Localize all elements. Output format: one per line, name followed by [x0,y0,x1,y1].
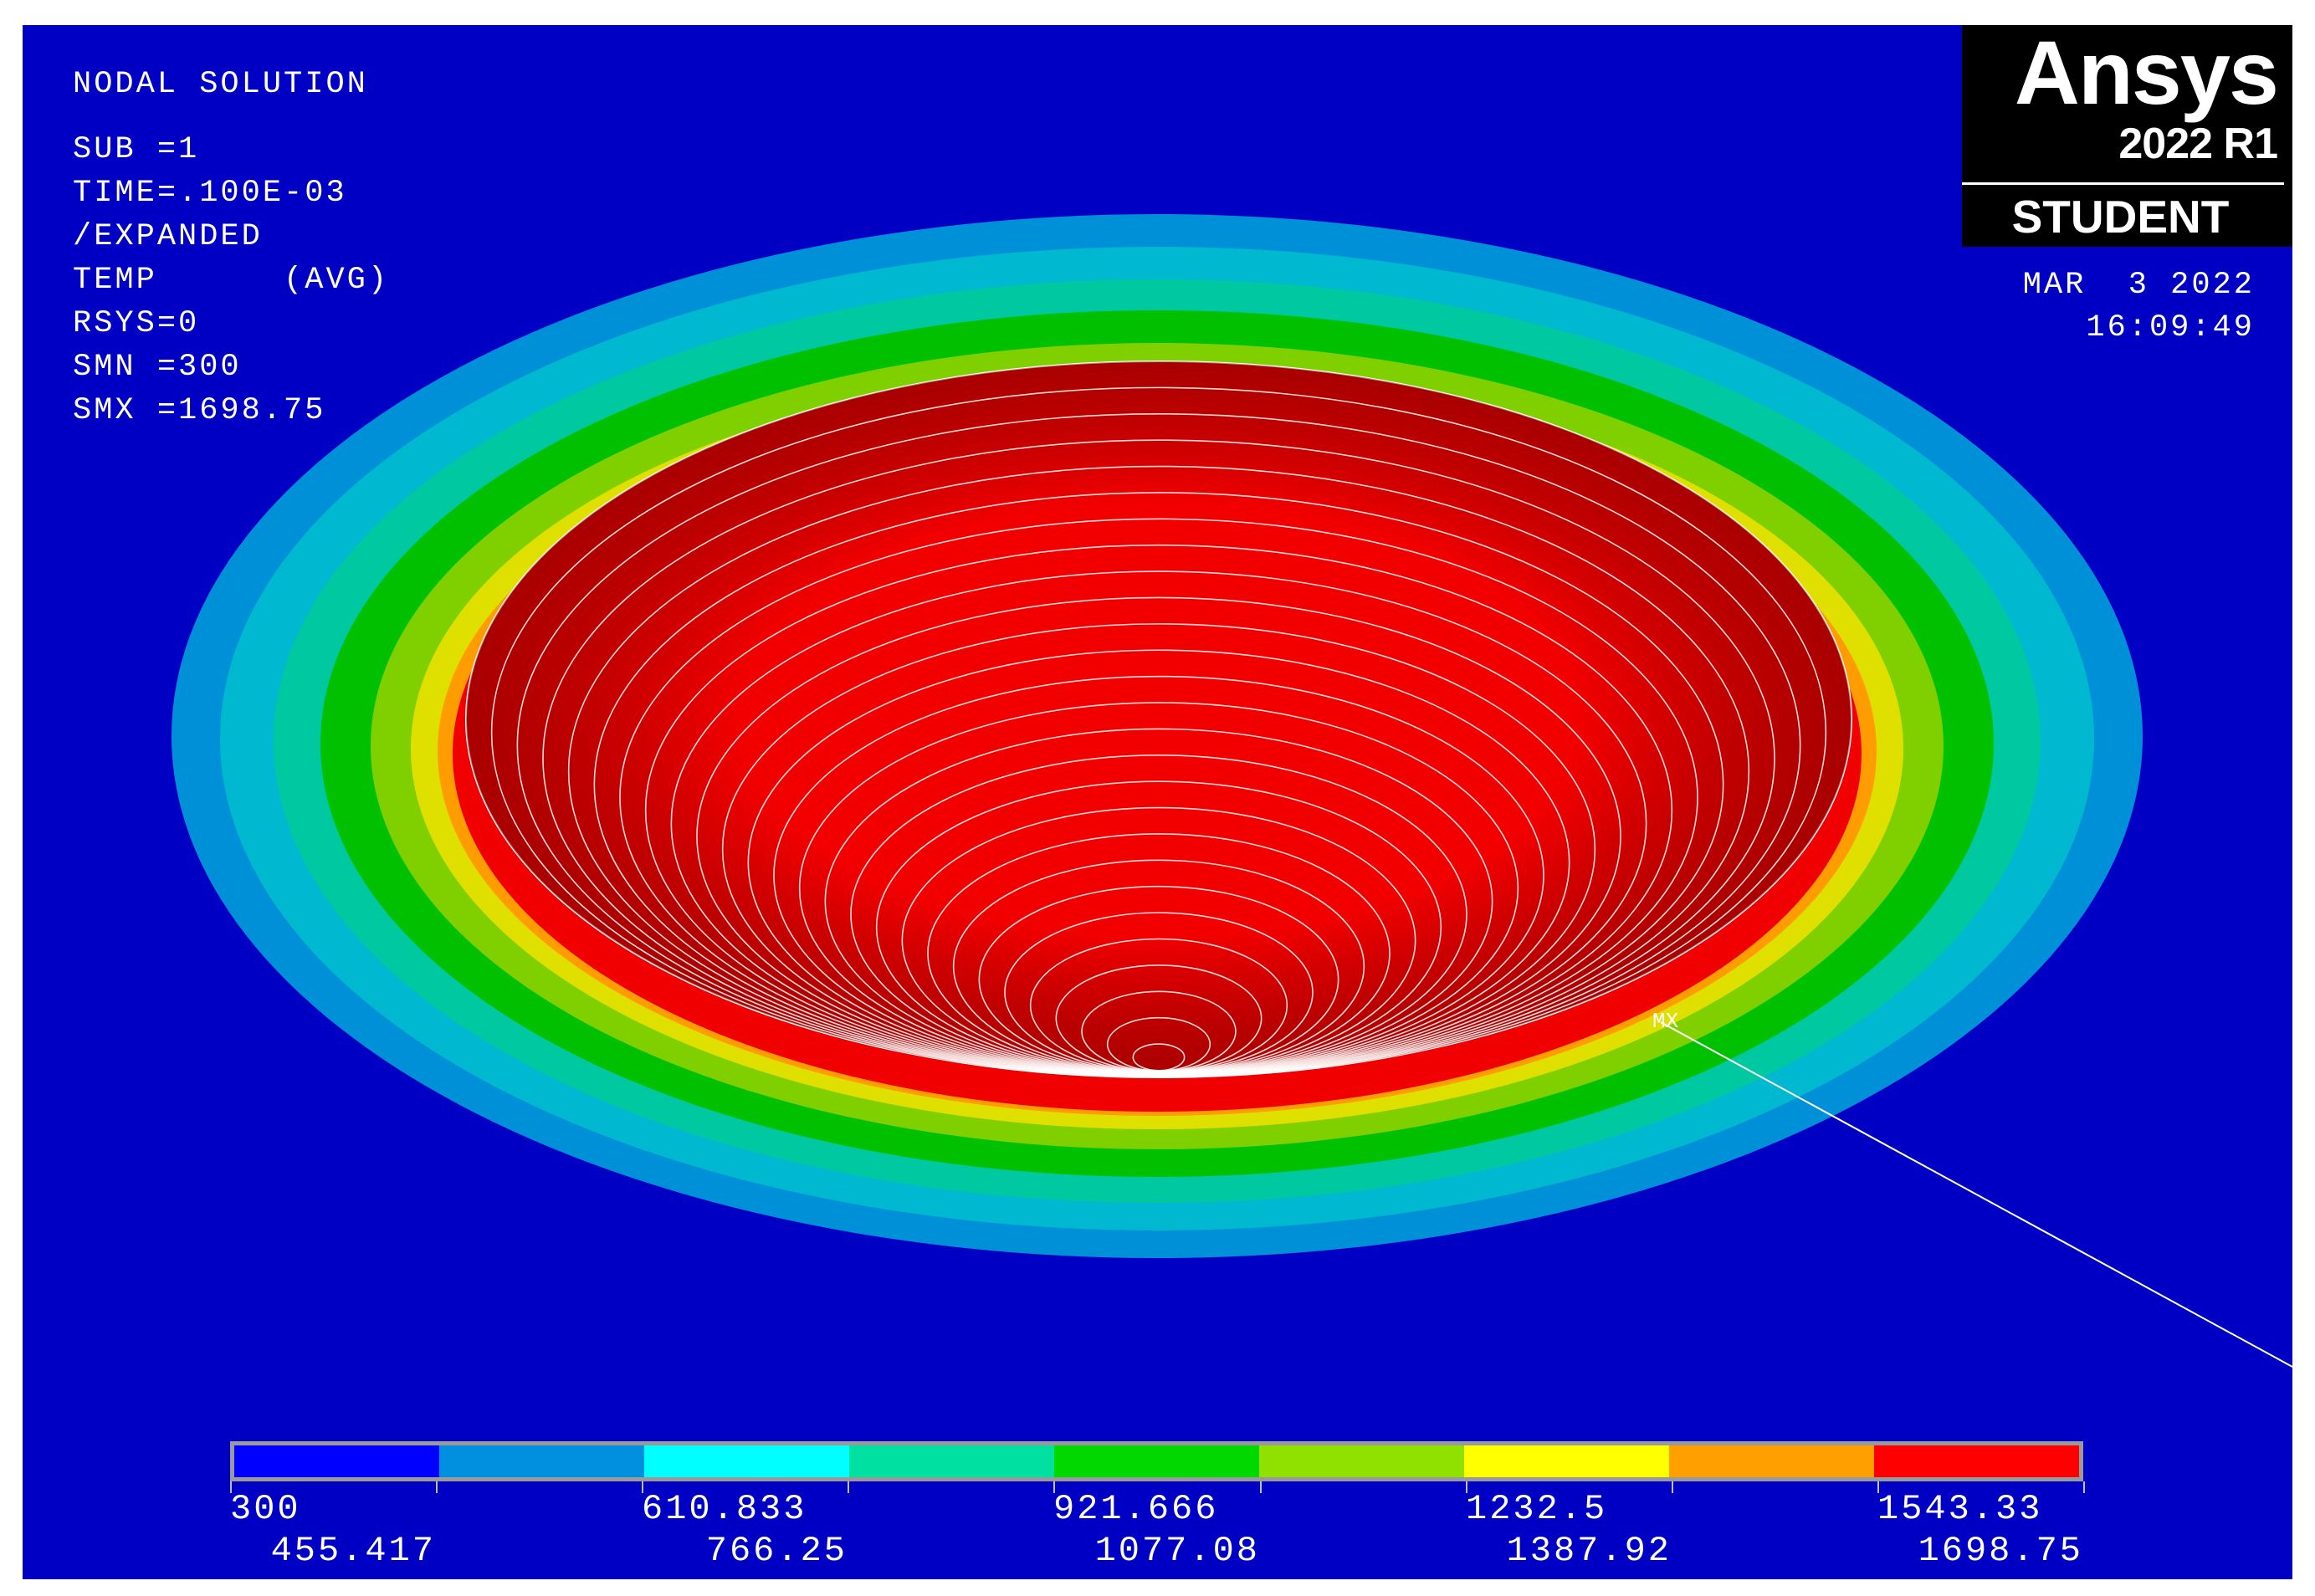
legend-tick [2083,1481,2085,1493]
solution-type-label: NODAL SOLUTION [73,67,368,102]
legend-tick [642,1481,643,1493]
legend-swatch [1874,1445,2079,1477]
legend-swatch [644,1445,849,1477]
legend-label: 921.666 [1053,1489,1219,1529]
header-line: TEMP (AVG) [73,263,390,298]
legend-swatch [1054,1445,1259,1477]
header-line: /EXPANDED [73,219,263,254]
legend-tick [1260,1481,1262,1493]
max-marker-label: MX [1652,1009,1679,1034]
melt-pool-region [465,361,1852,1078]
logo-version-text: 2022 R1 [2118,120,2278,168]
legend-tick [230,1481,232,1493]
legend-swatch [1464,1445,1669,1477]
logo-brand-text: Ansys [2014,25,2279,123]
legend-label: 1698.75 [1918,1531,2083,1571]
header-line: SMX =1698.75 [73,393,326,428]
legend-label: 1387.92 [1506,1531,1672,1571]
legend-swatch [439,1445,644,1477]
legend-label: 1543.33 [1877,1489,2043,1529]
logo-divider [1962,182,2284,185]
legend-tick [1466,1481,1467,1493]
legend-swatch [849,1445,1054,1477]
plot-time: 16:09:49 [2086,310,2255,345]
legend-label: 300 [230,1489,301,1529]
max-marker-group: MX [1652,1009,2292,1368]
contour-legend-bar [230,1441,2083,1481]
graphics-viewport[interactable]: MX NODAL SOLUTION SUB =1 TIME=.100E-03/EX… [23,25,2292,1579]
legend-swatch [234,1445,439,1477]
header-line: SMN =300 [73,350,242,385]
max-marker-leader [1660,1021,2292,1368]
legend-label: 766.25 [705,1531,848,1571]
legend-label: 610.833 [642,1489,807,1529]
legend-label: 1077.08 [1094,1531,1260,1571]
legend-tick [1672,1481,1673,1493]
legend-swatch [1669,1445,1874,1477]
legend-tick [1877,1481,1879,1493]
legend-label: 455.417 [270,1531,436,1571]
melt-pool-shading [466,361,1851,1077]
plot-date: MAR 3 2022 [2022,268,2255,303]
mesh-contour-line [1132,1043,1186,1072]
legend-label: 1232.5 [1466,1489,1608,1529]
header-line: TIME=.100E-03 [73,176,347,211]
ansys-logo: Ansys 2022 R1 STUDENT [1962,25,2292,247]
legend-tick [848,1481,849,1493]
contour-plot: MX [172,214,2292,1368]
logo-edition-text: STUDENT [2011,191,2230,243]
header-line: RSYS=0 [73,306,200,341]
legend-tick [1053,1481,1055,1493]
header-line: SUB =1 [73,132,200,167]
legend-swatch [1259,1445,1464,1477]
legend-tick [436,1481,438,1493]
